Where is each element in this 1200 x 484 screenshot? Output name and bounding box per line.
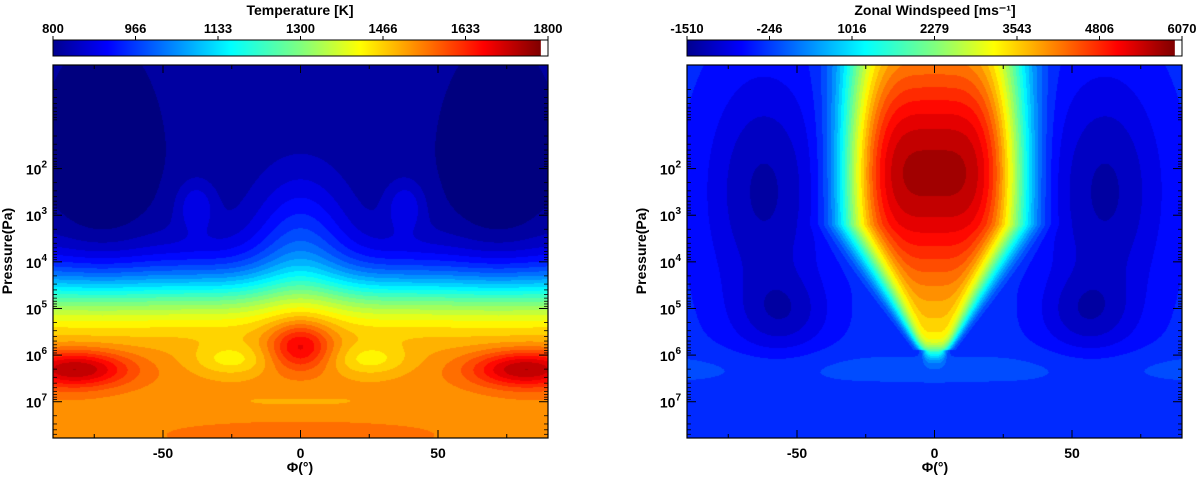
temperature-axis-ticks: -50 0 50 102 103 104 105 106 107	[26, 65, 548, 461]
colorbar-tick-label: 1300	[286, 21, 315, 36]
temperature-field	[53, 65, 548, 438]
windspeed-field-container	[687, 65, 1182, 438]
windspeed-colorbar: -1510 -246 1016 2279 3543 4806 6070	[670, 21, 1196, 57]
windspeed-plot: -50 0 50 102 103 104 105 106 107 Φ(°) Pressure(P…	[633, 64, 1183, 475]
temperature-plot: -50 0 50 102 103 104 105 106 107 Φ(°) Pressure(P…	[0, 64, 549, 475]
x-tick-label: 50	[1064, 445, 1080, 461]
temperature-colorbar: 800 966 1133 1300 1466 1633 1800	[42, 21, 562, 57]
x-tick-label: 50	[430, 445, 446, 461]
colorbar-tick-label: -246	[756, 21, 782, 36]
colorbar-tick-label: 1800	[534, 21, 563, 36]
windspeed-colorbar-title: Zonal Windspeed [ms⁻¹]	[854, 2, 1015, 18]
temperature-x-axis-label: Φ(°)	[287, 459, 313, 475]
windspeed-colorbar-gradient	[686, 39, 1183, 57]
colorbar-tick-label: 1133	[204, 21, 232, 36]
temperature-y-axis-label: Pressure(Pa)	[0, 208, 15, 294]
y-tick-label: 102	[660, 160, 682, 178]
colorbar-tick-label: 800	[42, 21, 64, 36]
y-tick-label: 107	[26, 393, 48, 411]
colorbar-tick-label: 3543	[1003, 21, 1032, 36]
colorbar-tick-label: -1510	[670, 21, 703, 36]
colorbar-tick-label: 6070	[1168, 21, 1197, 36]
y-tick-label: 104	[660, 253, 682, 271]
y-tick-label: 103	[660, 206, 682, 224]
colorbar-tick-label: 1016	[838, 21, 867, 36]
y-tick-label: 102	[26, 160, 48, 178]
colorbar-tick-label: 1633	[451, 21, 480, 36]
y-tick-label: 105	[26, 299, 48, 317]
y-tick-label: 105	[660, 299, 682, 317]
temperature-colorbar-gradient	[52, 39, 549, 57]
x-tick-label: -50	[153, 445, 173, 461]
colorbar-tick-label: 2279	[920, 21, 949, 36]
y-tick-label: 106	[660, 346, 682, 364]
x-tick-label: 0	[297, 445, 305, 461]
y-tick-label: 104	[26, 253, 48, 271]
windspeed-y-axis-label: Pressure(Pa)	[633, 208, 649, 294]
temperature-field-container	[53, 65, 548, 438]
windspeed-x-axis-label: Φ(°)	[922, 459, 948, 475]
y-tick-label: 107	[660, 393, 682, 411]
x-tick-label: 0	[931, 445, 939, 461]
colorbar-tick-label: 966	[125, 21, 147, 36]
windspeed-axis-ticks: -50 0 50 102 103 104 105 106 107	[660, 65, 1182, 461]
y-tick-label: 103	[26, 206, 48, 224]
temperature-colorbar-title: Temperature [K]	[246, 2, 353, 18]
colorbar-tick-label: 4806	[1085, 21, 1114, 36]
y-tick-label: 106	[26, 346, 48, 364]
colorbar-tick-label: 1466	[369, 21, 398, 36]
windspeed-panel: Zonal Windspeed [ms⁻¹] -1510 -246 1016 2279…	[633, 2, 1196, 475]
windspeed-colorbar-ticks: -1510 -246 1016 2279 3543 4806 6070	[670, 21, 1196, 40]
windspeed-field	[687, 65, 1182, 438]
temperature-colorbar-ticks: 800 966 1133 1300 1466 1633 1800	[42, 21, 562, 40]
temperature-panel: Temperature [K] 800 966 1133 1300 1466 1633 18…	[0, 2, 562, 475]
x-tick-label: -50	[787, 445, 807, 461]
